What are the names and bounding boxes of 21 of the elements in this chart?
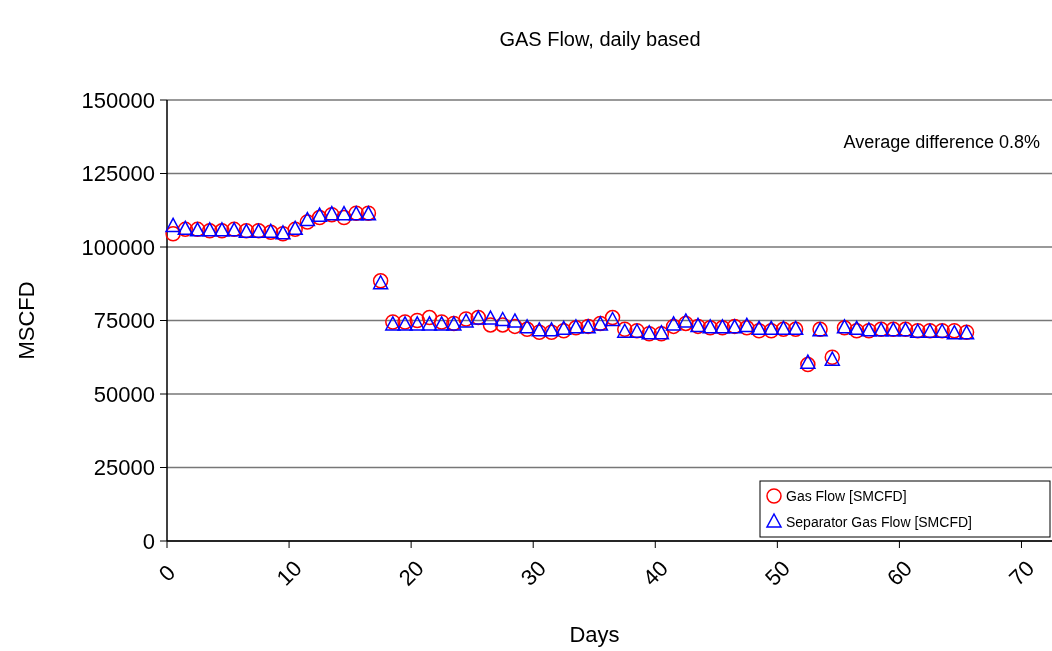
x-tick-label: 20 — [393, 555, 429, 591]
y-tick-label: 75000 — [93, 308, 155, 334]
legend-label: Separator Gas Flow [SMCFD] — [786, 513, 972, 530]
x-tick-label: 30 — [515, 555, 551, 591]
x-tick-label: 60 — [882, 555, 918, 591]
y-tick-label: 25000 — [93, 455, 155, 481]
y-tick-label: 0 — [142, 528, 155, 554]
x-tick-label: 40 — [637, 555, 673, 591]
y-tick-label: 50000 — [93, 381, 155, 407]
x-tick-label: 70 — [1004, 555, 1040, 591]
y-tick-label: 150000 — [81, 87, 155, 113]
annotation: Average difference 0.8% — [843, 132, 1040, 152]
x-tick-label: 0 — [153, 559, 181, 587]
y-tick-label: 100000 — [81, 234, 155, 260]
y-axis-title: MSCFD — [14, 281, 39, 360]
y-tick-label: 125000 — [81, 161, 155, 187]
x-tick-label: 10 — [271, 555, 307, 591]
x-tick-label: 50 — [759, 555, 795, 591]
legend-label: Gas Flow [SMCFD] — [786, 487, 907, 504]
x-axis-title: Days — [569, 622, 620, 647]
chart-title: GAS Flow, daily based — [499, 28, 701, 50]
